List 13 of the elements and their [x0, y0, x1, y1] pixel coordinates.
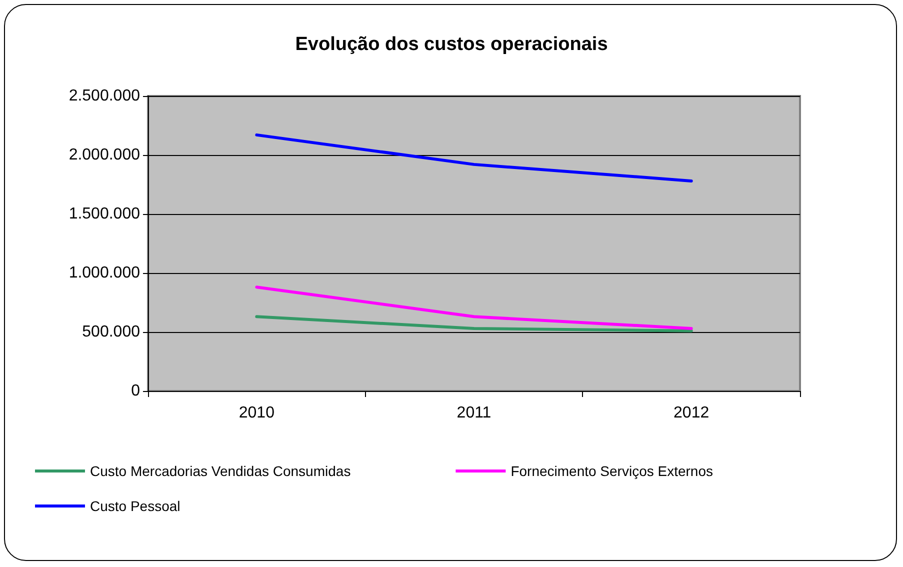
y-tick-label: 2.000.000: [68, 146, 140, 164]
legend-label: Fornecimento Serviços Externos: [510, 463, 713, 479]
x-tick-label: 2012: [674, 404, 710, 422]
y-tick-label: 1.000.000: [68, 264, 140, 282]
y-tick-label: 0: [131, 382, 140, 400]
y-tick-label: 2.500.000: [68, 88, 140, 104]
x-tick-label: 2010: [238, 404, 275, 422]
y-tick-label: 500.000: [82, 324, 140, 340]
x-tick-label: 2011: [456, 404, 492, 422]
chart-title: Evolução dos custos operacionais: [295, 34, 608, 55]
y-tick-label: 1.500.000: [68, 206, 140, 222]
legend-label: Custo Pessoal: [90, 498, 180, 514]
legend-label: Custo Mercadorias Vendidas Consumidas: [90, 463, 351, 479]
